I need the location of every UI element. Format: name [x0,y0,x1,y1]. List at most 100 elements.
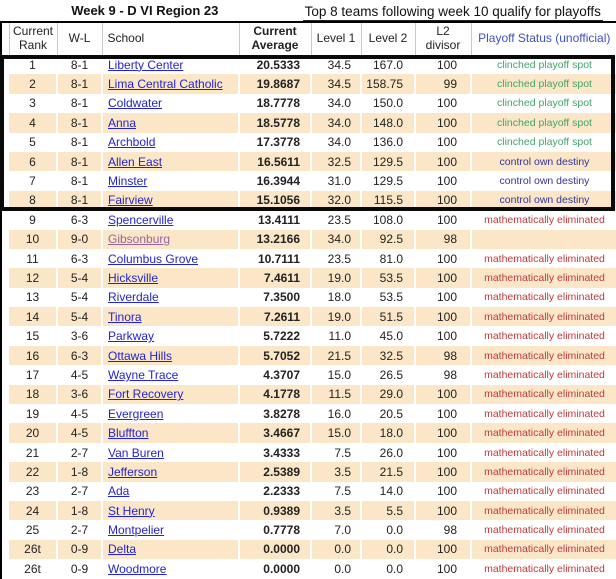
level1-cell: 11.5 [311,384,362,405]
rank-cell: 26t [9,539,58,560]
rank-cell: 25 [9,520,58,540]
school-cell: Ada [102,481,240,501]
l2-divisor-cell: 100 [415,268,472,288]
gutter-cell [1,113,9,133]
playoff-status-cell: mathematically eliminated [471,539,616,560]
school-link[interactable]: Columbus Grove [108,251,199,266]
rank-cell: 21 [9,442,58,463]
school-link[interactable]: Wayne Trace [108,367,179,382]
average-cell: 20.5333 [239,55,312,75]
l2-divisor-cell: 99 [415,74,472,94]
average-cell: 5.7052 [239,345,312,366]
school-link[interactable]: Evergreen [108,406,164,421]
record-cell: 4-5 [57,365,103,385]
school-link[interactable]: St Henry [108,503,155,518]
school-link[interactable]: Van Buren [108,445,164,460]
level1-cell: 3.5 [311,462,362,482]
gutter-cell [1,268,9,288]
gutter-cell [1,326,9,346]
level1-cell: 0.0 [311,559,362,579]
record-cell: 8-1 [57,55,103,75]
l2-divisor-cell: 100 [415,151,472,172]
rank-cell: 18 [9,384,58,405]
l2-divisor-cell: 100 [415,423,472,443]
school-link[interactable]: Montpelier [108,523,165,538]
record-cell: 2-7 [57,481,103,501]
school-cell: Wayne Trace [102,365,240,385]
l2-divisor-cell: 100 [415,559,472,579]
gutter-cell [1,384,9,405]
school-link[interactable]: Anna [108,115,137,130]
average-cell: 7.3500 [239,287,312,308]
average-cell: 17.3778 [239,132,312,152]
l2-divisor-cell: 100 [415,481,472,501]
school-link[interactable]: Minster [108,174,148,189]
level1-cell: 11.0 [311,326,362,346]
school-link[interactable]: Delta [108,542,137,557]
school-link[interactable]: Woodmore [108,561,167,576]
school-cell: Spencerville [102,210,240,230]
school-link[interactable]: Riverdale [108,290,159,305]
record-cell: 6-3 [57,210,103,230]
school-cell: Lima Central Catholic [102,74,240,94]
level2-cell: 108.0 [361,210,416,230]
school-link[interactable]: Spencerville [108,212,174,227]
rank-cell: 14 [9,307,58,327]
average-cell: 2.2333 [239,481,312,501]
school-link[interactable]: Coldwater [108,96,163,111]
page-title: Week 9 - D VI Region 23 [71,3,219,18]
gutter-cell [1,307,9,327]
playoff-status-cell: clinched playoff spot [471,74,616,94]
school-cell: Archbold [102,132,240,152]
school-cell: Parkway [102,326,240,346]
school-cell: Jefferson [102,462,240,482]
record-cell: 8-1 [57,190,103,211]
header-current-rank: Current Rank [8,22,57,55]
level2-cell: 45.0 [361,326,416,346]
level1-cell: 19.0 [311,307,362,327]
l2-divisor-cell: 98 [415,345,472,366]
school-link[interactable]: Bluffton [108,426,149,441]
school-cell: Tinora [102,307,240,327]
l2-divisor-cell: 100 [415,287,472,308]
average-cell: 3.8278 [239,404,312,424]
school-link[interactable]: Liberty Center [108,57,184,72]
school-link[interactable]: Ottawa Hills [108,348,173,363]
school-link[interactable]: Fort Recovery [108,387,184,402]
level2-cell: 53.5 [361,268,416,288]
school-link[interactable]: Jefferson [108,464,158,479]
header-gutter [1,22,9,55]
l2-divisor-cell: 100 [415,462,472,482]
school-link[interactable]: Lima Central Catholic [108,77,223,92]
level1-cell: 34.0 [311,132,362,152]
level2-cell: 20.5 [361,404,416,424]
rank-cell: 7 [9,171,58,191]
school-link[interactable]: Fairview [108,193,153,208]
school-link[interactable]: Allen East [108,154,163,169]
school-link[interactable]: Parkway [108,329,155,344]
table-row: 4 8-1 Anna 18.5778 34.0 148.0 100 clinched play… [1,113,616,133]
school-link[interactable]: Ada [108,484,130,499]
level2-cell: 51.5 [361,307,416,327]
school-cell: Columbus Grove [102,248,240,269]
gutter-cell [1,539,9,560]
level1-cell: 7.0 [311,520,362,540]
school-link[interactable]: Tinora [108,309,142,324]
playoff-status-cell: clinched playoff spot [497,136,592,149]
level2-cell: 0.0 [361,559,416,579]
average-cell: 13.4111 [239,210,312,230]
school-link[interactable]: Hicksville [108,270,159,285]
rank-cell: 19 [9,404,58,424]
l2-divisor-cell: 100 [415,93,472,114]
level2-cell: 167.0 [361,55,416,75]
record-cell: 5-4 [57,287,103,308]
school-link[interactable]: Gibsonburg [108,232,171,247]
average-cell: 16.3944 [239,171,312,191]
playoff-status-cell: control own destiny [471,151,616,172]
rank-cell: 5 [9,132,58,152]
level1-cell: 21.5 [311,345,362,366]
school-link[interactable]: Archbold [108,135,156,150]
level2-cell: 26.0 [361,442,416,463]
level2-cell: 148.0 [361,113,416,133]
